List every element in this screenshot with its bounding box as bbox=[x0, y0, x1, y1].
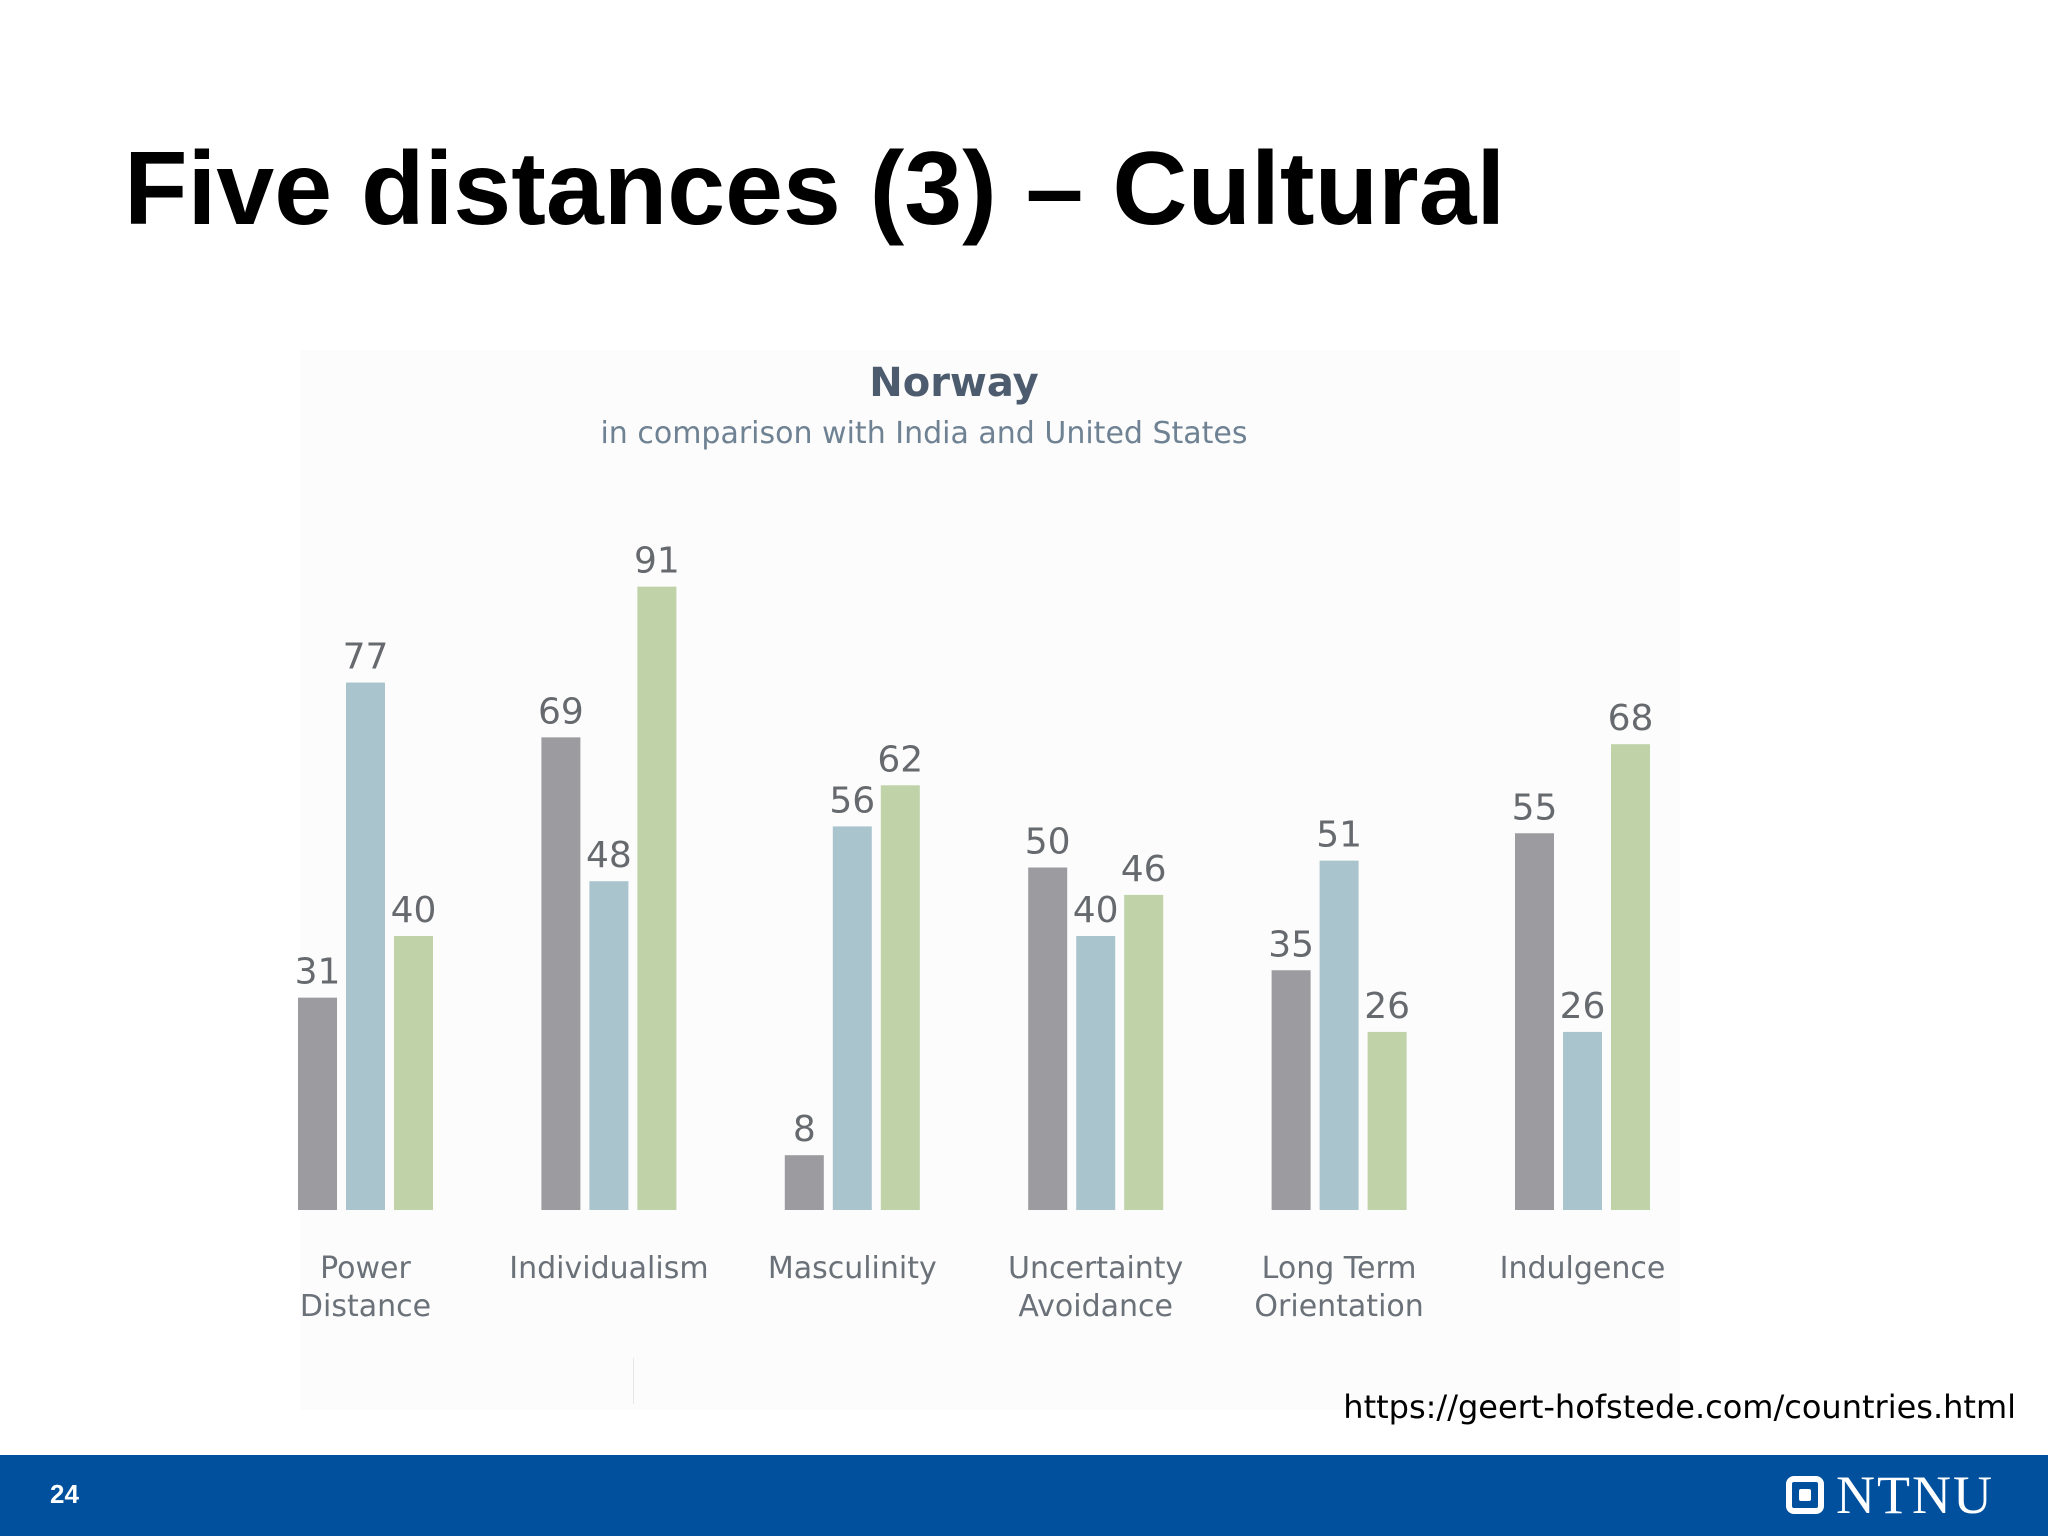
category-label-0-0: Power bbox=[320, 1251, 411, 1286]
bar-1-2 bbox=[637, 586, 677, 1210]
category-label-1-0: Individualism bbox=[509, 1251, 708, 1286]
bar-4-0 bbox=[1271, 970, 1311, 1210]
value-label-1-2: 91 bbox=[634, 541, 680, 582]
divider-line bbox=[633, 1358, 634, 1404]
category-label-4-0: Long Term bbox=[1262, 1251, 1417, 1286]
value-label-0-0: 31 bbox=[295, 952, 341, 993]
bar-4-1 bbox=[1319, 860, 1359, 1210]
value-label-2-0: 8 bbox=[793, 1109, 816, 1150]
chart-title: Norway bbox=[869, 360, 1039, 406]
value-label-3-2: 46 bbox=[1121, 849, 1167, 890]
value-label-0-1: 77 bbox=[343, 637, 389, 678]
bar-1-1 bbox=[589, 881, 629, 1210]
bar-0-0 bbox=[298, 997, 337, 1210]
category-label-2-0: Masculinity bbox=[768, 1251, 937, 1286]
value-label-5-2: 68 bbox=[1608, 698, 1654, 739]
value-label-1-1: 48 bbox=[586, 835, 632, 876]
value-label-1-0: 69 bbox=[538, 691, 584, 732]
bar-2-1 bbox=[832, 826, 872, 1210]
bar-5-0 bbox=[1515, 833, 1554, 1210]
ntnu-logo-icon bbox=[1786, 1476, 1825, 1514]
value-label-5-1: 26 bbox=[1560, 986, 1606, 1027]
category-label-0-1: Distance bbox=[300, 1289, 431, 1324]
category-label-3-0: Uncertainty bbox=[1008, 1251, 1183, 1286]
chart-panel bbox=[300, 350, 1680, 1410]
ntnu-logo-text: NTNU bbox=[1836, 1465, 1994, 1525]
bar-2-2 bbox=[880, 785, 920, 1210]
page-number: 24 bbox=[50, 1479, 79, 1509]
ntnu-logo: NTNU bbox=[1786, 1467, 1994, 1523]
value-label-4-1: 51 bbox=[1316, 815, 1362, 856]
category-label-3-1: Avoidance bbox=[1018, 1289, 1173, 1324]
bar-0-1 bbox=[346, 682, 385, 1210]
value-label-0-2: 40 bbox=[391, 890, 437, 931]
bar-3-2 bbox=[1124, 894, 1164, 1210]
value-label-5-0: 55 bbox=[1512, 787, 1558, 828]
bar-2-0 bbox=[784, 1155, 824, 1210]
chart-subtitle: in comparison with India and United Stat… bbox=[600, 416, 1248, 451]
bar-1-0 bbox=[541, 737, 581, 1210]
bar-4-2 bbox=[1367, 1031, 1407, 1210]
value-label-4-0: 35 bbox=[1268, 924, 1314, 965]
source-url: https://geert-hofstede.com/countries.htm… bbox=[1343, 1388, 2016, 1426]
value-label-2-1: 56 bbox=[829, 780, 875, 821]
slide-title: Five distances (3) – Cultural bbox=[124, 131, 1506, 247]
category-label-4-1: Orientation bbox=[1254, 1289, 1423, 1324]
category-label-5-0: Indulgence bbox=[1500, 1251, 1666, 1286]
bar-3-0 bbox=[1028, 867, 1068, 1210]
value-label-2-2: 62 bbox=[877, 739, 923, 780]
bar-0-2 bbox=[394, 936, 433, 1210]
bar-3-1 bbox=[1076, 936, 1116, 1210]
bar-5-2 bbox=[1611, 744, 1650, 1210]
bar-5-1 bbox=[1563, 1031, 1602, 1210]
footer-bar: 24 NTNU bbox=[0, 1455, 2048, 1536]
value-label-4-2: 26 bbox=[1364, 986, 1410, 1027]
value-label-3-1: 40 bbox=[1073, 890, 1119, 931]
value-label-3-0: 50 bbox=[1025, 822, 1071, 863]
